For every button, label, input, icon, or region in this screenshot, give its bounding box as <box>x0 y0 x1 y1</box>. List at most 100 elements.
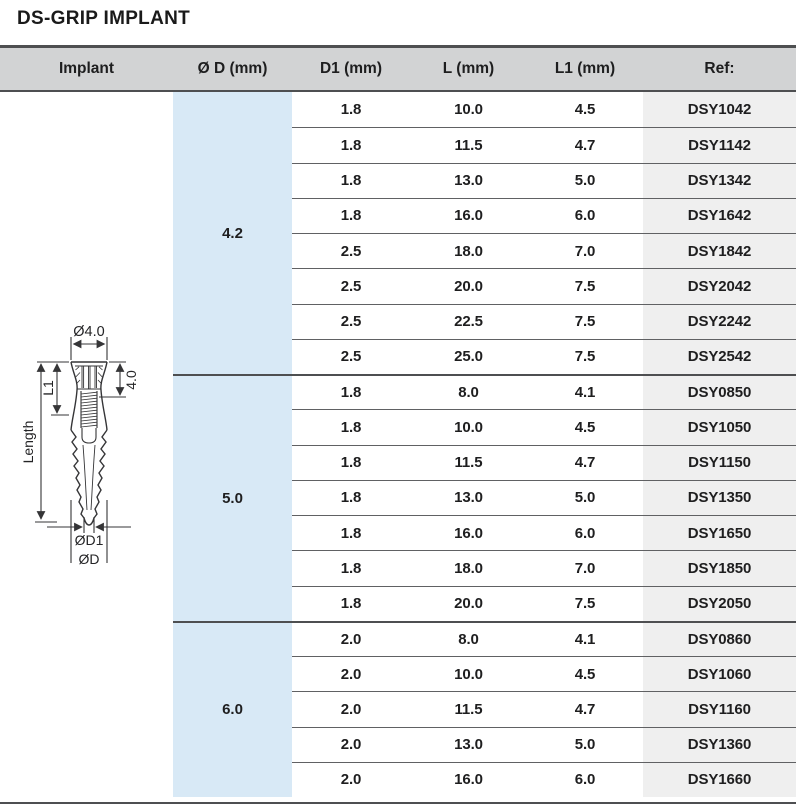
cell-l1: 5.0 <box>527 163 643 198</box>
cell-ref: DSY1160 <box>643 692 796 727</box>
table-row: 1.8 16.0 6.0 DSY1650 <box>292 515 796 551</box>
cell-d1: 2.0 <box>292 692 410 727</box>
cell-l1: 7.5 <box>527 586 643 621</box>
cell-l: 18.0 <box>410 551 527 586</box>
cell-l1: 4.5 <box>527 92 643 128</box>
table-row: 2.5 25.0 7.5 DSY2542 <box>292 338 796 374</box>
cell-d1: 1.8 <box>292 163 410 198</box>
table-row: 1.8 16.0 6.0 DSY1642 <box>292 197 796 233</box>
column-header-d1: D1 (mm) <box>319 60 382 77</box>
cell-l1: 4.5 <box>527 410 643 445</box>
cell-ref: DSY1050 <box>643 410 796 445</box>
cell-d1: 2.0 <box>292 622 410 656</box>
dim-label-l1: L1 <box>40 380 56 396</box>
table-row: 2.0 10.0 4.5 DSY1060 <box>292 656 796 692</box>
cell-d1: 1.8 <box>292 480 410 515</box>
diameter-group-cell: 6.0 <box>173 620 292 797</box>
cell-ref: DSY2050 <box>643 586 796 621</box>
cell-ref: DSY1850 <box>643 551 796 586</box>
cell-d1: 2.0 <box>292 727 410 762</box>
diameter-group-cell: 4.2 <box>173 92 292 374</box>
cell-ref: DSY2242 <box>643 304 796 339</box>
cell-ref: DSY1660 <box>643 762 796 797</box>
cell-d1: 1.8 <box>292 410 410 445</box>
cell-ref: DSY1142 <box>643 128 796 163</box>
cell-ref: DSY1150 <box>643 445 796 480</box>
cell-l1: 5.0 <box>527 480 643 515</box>
dim-label-apex-diameter: ØD1 <box>75 532 104 548</box>
dim-label-body-diameter: ØD <box>79 551 100 567</box>
cell-d1: 1.8 <box>292 376 410 410</box>
cell-ref: DSY1842 <box>643 234 796 269</box>
cell-l1: 4.1 <box>527 376 643 410</box>
cell-ref: DSY0860 <box>643 622 796 656</box>
cell-l: 13.0 <box>410 480 527 515</box>
cell-l: 25.0 <box>410 339 527 374</box>
diameter-column: 4.2 5.0 6.0 <box>173 92 292 802</box>
cell-ref: DSY0850 <box>643 376 796 410</box>
cell-l: 13.0 <box>410 727 527 762</box>
cell-l: 18.0 <box>410 234 527 269</box>
cell-l: 10.0 <box>410 410 527 445</box>
table-row: 2.0 16.0 6.0 DSY1660 <box>292 761 796 797</box>
cell-d1: 1.8 <box>292 586 410 621</box>
table-row: 2.0 13.0 5.0 DSY1360 <box>292 726 796 762</box>
table-row: 2.5 20.0 7.5 DSY2042 <box>292 268 796 304</box>
table-row: 2.5 18.0 7.0 DSY1842 <box>292 233 796 269</box>
cell-d1: 1.8 <box>292 128 410 163</box>
dim-label-length: Length <box>20 421 36 464</box>
cell-l1: 6.0 <box>527 516 643 551</box>
dim-label-collar-height: 4.0 <box>123 370 139 390</box>
diameter-group-label: 6.0 <box>222 701 243 719</box>
column-header-l1: L1 (mm) <box>554 60 616 77</box>
cell-l: 8.0 <box>410 376 527 410</box>
cell-ref: DSY1342 <box>643 163 796 198</box>
cell-d1: 1.8 <box>292 516 410 551</box>
cell-ref: DSY2542 <box>643 339 796 374</box>
cell-ref: DSY1042 <box>643 92 796 128</box>
table-row: 1.8 18.0 7.0 DSY1850 <box>292 550 796 586</box>
table-row: 2.0 11.5 4.7 DSY1160 <box>292 691 796 727</box>
cell-l: 10.0 <box>410 92 527 128</box>
cell-l: 10.0 <box>410 657 527 692</box>
cell-ref: DSY1360 <box>643 727 796 762</box>
dim-label-top-diameter: Ø4.0 <box>73 324 104 340</box>
cell-d1: 1.8 <box>292 551 410 586</box>
cell-l: 16.0 <box>410 516 527 551</box>
cell-ref: DSY1060 <box>643 657 796 692</box>
cell-d1: 2.0 <box>292 657 410 692</box>
page-title: DS-GRIP IMPLANT <box>17 8 191 29</box>
cell-l1: 4.7 <box>527 692 643 727</box>
cell-l1: 7.5 <box>527 304 643 339</box>
cell-l1: 4.7 <box>527 445 643 480</box>
cell-l1: 7.0 <box>527 234 643 269</box>
table-row: 2.5 22.5 7.5 DSY2242 <box>292 303 796 339</box>
implant-technical-drawing: Ø4.0 4. <box>20 324 139 567</box>
column-header-ref: Ref: <box>704 60 735 77</box>
cell-l: 8.0 <box>410 622 527 656</box>
cell-d1: 1.8 <box>292 92 410 128</box>
cell-d1: 2.5 <box>292 269 410 304</box>
cell-l: 20.0 <box>410 269 527 304</box>
table-row: 1.8 11.5 4.7 DSY1150 <box>292 444 796 480</box>
table-row: 1.8 13.0 5.0 DSY1350 <box>292 479 796 515</box>
cell-l1: 4.7 <box>527 128 643 163</box>
table-row: 1.8 11.5 4.7 DSY1142 <box>292 127 796 163</box>
table-row: 1.8 10.0 4.5 DSY1042 <box>292 92 796 128</box>
cell-l1: 6.0 <box>527 198 643 233</box>
cell-l: 16.0 <box>410 198 527 233</box>
table-row: 1.8 13.0 5.0 DSY1342 <box>292 162 796 198</box>
cell-ref: DSY1650 <box>643 516 796 551</box>
cell-l1: 7.0 <box>527 551 643 586</box>
cell-l: 11.5 <box>410 692 527 727</box>
table-row: 1.8 8.0 4.1 DSY0850 <box>292 374 796 410</box>
cell-l1: 7.5 <box>527 269 643 304</box>
cell-l: 13.0 <box>410 163 527 198</box>
column-header-diameter-d: Ø D (mm) <box>197 60 268 77</box>
cell-l: 11.5 <box>410 128 527 163</box>
cell-l: 20.0 <box>410 586 527 621</box>
diameter-group-label: 5.0 <box>222 489 243 507</box>
table-row: 1.8 10.0 4.5 DSY1050 <box>292 409 796 445</box>
spec-rows: 1.8 10.0 4.5 DSY1042 1.8 11.5 4.7 DSY1142 1.8 13.… <box>292 92 796 802</box>
implant-diagram-cell: Ø4.0 4. <box>0 92 173 802</box>
